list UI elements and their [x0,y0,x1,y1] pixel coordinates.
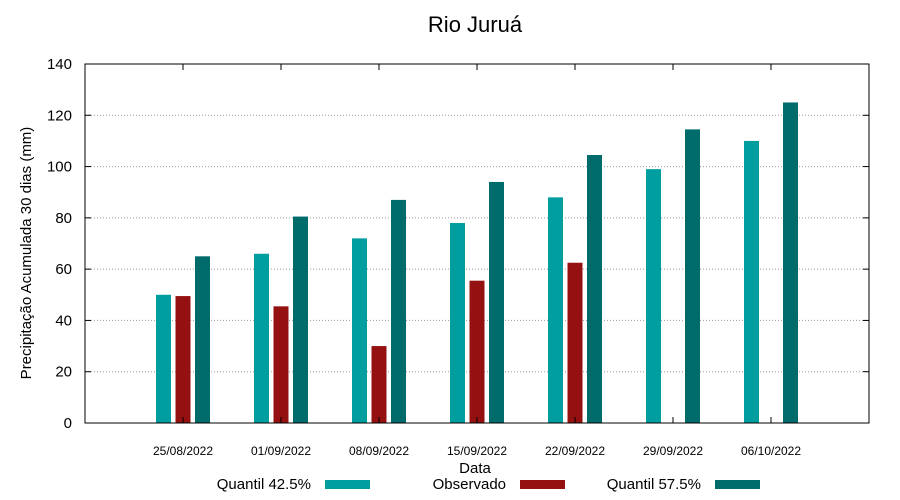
y-axis-label: Precipitação Acumulada 30 dias (mm) [18,127,35,380]
y-tick-label: 100 [47,159,72,176]
bar-3 [783,102,798,423]
bar-1 [254,253,269,423]
bar-3 [293,216,308,423]
bar-1 [548,197,563,423]
chart-title: Rio Juruá [428,12,523,37]
bar-2 [273,306,289,423]
legend-swatch [325,480,370,489]
y-tick-label: 80 [55,210,72,227]
y-tick-label: 120 [47,107,72,124]
legend-label: Quantil 57.5% [607,476,701,493]
bar-3 [489,181,504,423]
y-tick-label: 140 [47,56,72,73]
bar-3 [587,155,602,423]
x-ticks: 25/08/2022 01/09/2022 08/09/2022 15/09/2022… [153,64,801,458]
bar-1 [450,222,465,423]
y-tick-label: 60 [55,261,72,278]
x-tick-label: 08/09/2022 [349,444,409,458]
y-tick-label: 40 [55,312,72,329]
bar-2 [175,296,191,423]
legend-label: Quantil 42.5% [217,476,311,493]
bar-2 [567,262,583,423]
x-tick-label: 01/09/2022 [251,444,311,458]
legend-swatch [520,480,565,489]
bar-3 [391,199,406,423]
legend-swatch [715,480,760,489]
x-axis-label: Data [459,460,491,477]
bar-3 [195,256,210,423]
bar-1 [352,238,367,423]
x-tick-label: 06/10/2022 [741,444,801,458]
legend-label: Observado [433,476,506,493]
x-tick-label: 25/08/2022 [153,444,213,458]
bars [156,102,798,423]
x-tick-label: 22/09/2022 [545,444,605,458]
legend: Quantil 42.5% Observado Quantil 57.5% [217,476,760,493]
bar-2 [469,280,485,423]
x-tick-label: 29/09/2022 [643,444,703,458]
y-ticks: 0 20 40 60 80 100 120 140 [47,56,869,432]
bar-2 [371,346,387,423]
x-tick-label: 15/09/2022 [447,444,507,458]
y-tick-label: 20 [55,364,72,381]
bar-3 [685,129,700,423]
bar-1 [156,294,171,423]
y-tick-label: 0 [64,415,72,432]
bar-1 [646,169,661,423]
bar-1 [744,140,759,423]
